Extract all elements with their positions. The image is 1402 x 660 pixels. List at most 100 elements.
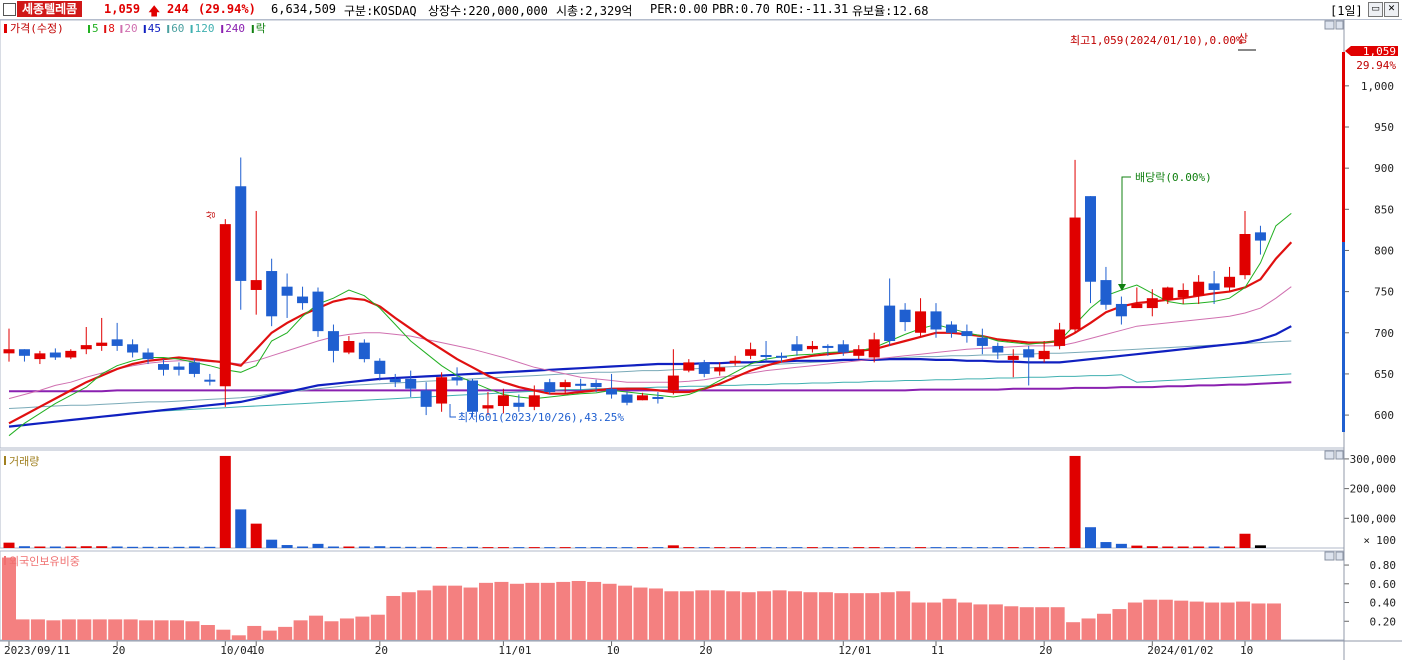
volume-bar	[1254, 545, 1266, 548]
volume-bar	[80, 546, 92, 548]
dividend-pointer	[1121, 176, 1131, 290]
foreign-bar	[1236, 601, 1251, 640]
foreign-tick-label: 0.60	[1370, 578, 1397, 591]
price-tick-label: 950	[1374, 121, 1394, 134]
stock-name[interactable]: 세종텔레콤	[17, 1, 83, 17]
volume-bar	[729, 547, 741, 549]
price-tick-label: 900	[1374, 162, 1394, 175]
legend-ma-label: 120	[195, 22, 215, 35]
candle-body	[729, 360, 741, 364]
candle-body	[714, 367, 726, 372]
foreign-bar	[154, 620, 169, 640]
volume-bar	[1007, 547, 1019, 549]
up-arrow-icon: 🡅	[148, 4, 161, 18]
foreign-bar	[509, 583, 524, 640]
foreign-bar	[231, 635, 246, 640]
foreign-bar	[710, 590, 725, 640]
period-selector[interactable]: [1일]	[1330, 4, 1363, 18]
ma-60-line	[8, 340, 1292, 409]
volume-bar	[791, 547, 803, 549]
candle-body	[853, 349, 865, 356]
volume-tick-label: 100,000	[1350, 512, 1396, 525]
volume-bar	[1208, 546, 1220, 548]
panel-button-icon	[1335, 551, 1344, 561]
market-cap: 시총:2,329억	[556, 4, 633, 18]
candle-body	[389, 378, 401, 383]
foreign-bar	[1266, 603, 1281, 640]
volume-bar	[34, 546, 46, 548]
foreign-bar	[108, 619, 123, 640]
volume-bar	[142, 546, 154, 548]
volume-bar	[497, 547, 509, 549]
foreign-bar	[927, 602, 942, 640]
candle-body	[127, 344, 139, 353]
candle-body	[158, 364, 169, 370]
candle-body	[1131, 303, 1143, 309]
panel-button-icon	[1324, 551, 1335, 561]
foreign-bar	[339, 618, 354, 640]
candle-body	[1254, 232, 1266, 241]
volume-bar	[111, 546, 123, 548]
volume-bar	[667, 545, 679, 548]
foreign-bar	[386, 595, 401, 640]
volume-bar	[837, 547, 849, 549]
legend-ma-label: 8	[108, 22, 115, 35]
roe-value: ROE:-11.31	[776, 2, 849, 16]
foreign-bar	[278, 626, 293, 640]
candle-body	[420, 390, 432, 407]
x-tick-label: 10/04	[220, 644, 253, 657]
foreign-bar	[139, 620, 154, 640]
foreign-bar	[324, 621, 339, 640]
window-icon[interactable]	[3, 3, 16, 16]
low-annotation: 최저601(2023/10/26),43.25%	[458, 411, 624, 424]
volume-bar	[853, 547, 865, 549]
candle-body	[1115, 303, 1127, 317]
stock-chart[interactable]: 600 650 700 750 800 850 900 950 1,000 가격(수정) 5 8 20 4…	[0, 19, 1402, 660]
volume-tick-label: 300,000	[1350, 453, 1396, 466]
foreign-bar	[92, 619, 107, 640]
volume-bar	[899, 547, 911, 549]
candle-body	[837, 344, 849, 353]
x-tick-label: 10	[607, 644, 620, 657]
volume-bars	[3, 455, 1266, 549]
volume-bar	[158, 546, 169, 548]
foreign-bar	[417, 590, 432, 640]
foreign-bar	[1050, 607, 1065, 640]
candle-body	[204, 379, 216, 382]
foreign-bar	[540, 582, 555, 640]
foreign-bar	[788, 591, 802, 640]
candle-body	[745, 349, 757, 356]
minimize-icon[interactable]: ▭	[1368, 2, 1383, 17]
candle-body	[822, 345, 834, 348]
candle-body	[667, 375, 679, 391]
legend-ma-marker	[104, 25, 107, 33]
panel-button-icon	[1335, 450, 1344, 460]
volume-bar	[18, 546, 30, 548]
foreign-bar	[355, 616, 370, 640]
high-tag: 상	[1238, 32, 1248, 45]
foreign-bar	[880, 592, 895, 640]
volume-title: 거래량	[9, 455, 39, 468]
volume-bar	[281, 545, 293, 548]
foreign-bar	[479, 582, 493, 640]
per-value: PER:0.00	[650, 2, 708, 16]
candle-body	[621, 394, 633, 403]
foreign-bar	[77, 619, 92, 640]
legend-ma-label: 60	[171, 22, 184, 35]
volume-bar	[1224, 546, 1236, 548]
foreign-bar	[262, 630, 277, 640]
candle-body	[49, 352, 61, 358]
day-range-bar	[1342, 52, 1345, 242]
candle-body	[606, 388, 618, 395]
foreign-bar	[46, 620, 61, 640]
foreign-bar	[1143, 599, 1158, 640]
candle-body	[436, 377, 448, 404]
candle-body	[235, 186, 247, 281]
volume-bar	[513, 547, 525, 549]
volume-bar	[1038, 547, 1050, 549]
foreign-bar	[123, 619, 138, 640]
volume-bar	[606, 547, 618, 549]
foreign-bar	[185, 621, 200, 640]
volume-unit-prefix: ×	[1363, 534, 1370, 547]
close-icon[interactable]: ✕	[1384, 2, 1399, 17]
